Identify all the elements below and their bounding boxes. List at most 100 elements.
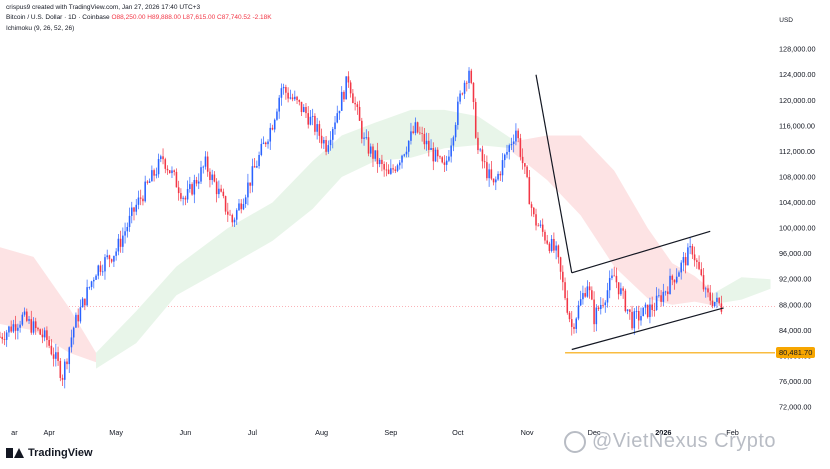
candle-body bbox=[378, 159, 381, 165]
candle bbox=[602, 298, 604, 309]
candle-body bbox=[34, 321, 37, 329]
candle-body bbox=[700, 269, 703, 276]
candle-body bbox=[1, 336, 4, 340]
candle bbox=[262, 136, 265, 145]
candle bbox=[8, 325, 10, 337]
candle bbox=[555, 241, 557, 260]
candle-body bbox=[231, 215, 234, 223]
candle bbox=[432, 142, 435, 171]
candle bbox=[12, 319, 15, 334]
candle-body bbox=[256, 166, 258, 168]
candle bbox=[559, 256, 562, 280]
candle-body bbox=[220, 188, 222, 192]
candle bbox=[644, 302, 647, 315]
tradingview-logo[interactable]: TradingView bbox=[6, 447, 93, 459]
symbol-legend[interactable]: Bitcoin / U.S. Dollar · 1D · Coinbase O8… bbox=[6, 14, 272, 21]
candle bbox=[177, 180, 180, 201]
candle bbox=[588, 282, 591, 299]
candle-body bbox=[311, 115, 314, 117]
candle-body bbox=[124, 231, 126, 236]
candle bbox=[206, 151, 209, 177]
candle-body bbox=[486, 162, 488, 179]
candle-body bbox=[331, 129, 334, 140]
x-tick-label: Jun bbox=[179, 428, 191, 437]
candle-body bbox=[713, 301, 716, 307]
candle bbox=[285, 84, 287, 100]
candle bbox=[17, 323, 19, 340]
candle-body bbox=[93, 279, 95, 282]
candle bbox=[477, 132, 479, 154]
candle-body bbox=[151, 170, 153, 182]
candle-body bbox=[144, 181, 146, 202]
candle bbox=[155, 167, 158, 179]
candle bbox=[52, 347, 55, 367]
candle-body bbox=[347, 76, 350, 83]
candle-body bbox=[575, 318, 578, 329]
candle bbox=[162, 148, 164, 165]
candle-body bbox=[570, 319, 573, 327]
candle bbox=[296, 95, 298, 105]
candle-body bbox=[135, 204, 138, 212]
candle bbox=[593, 291, 595, 332]
candle bbox=[106, 249, 108, 260]
candle bbox=[93, 277, 95, 289]
candle-body bbox=[376, 150, 379, 165]
candle bbox=[331, 126, 334, 149]
candle bbox=[718, 297, 720, 306]
candle-body bbox=[5, 332, 8, 340]
candle bbox=[667, 286, 669, 302]
candle-body bbox=[278, 97, 280, 112]
candle-body bbox=[153, 170, 155, 176]
currency-label[interactable]: USD bbox=[779, 17, 793, 24]
candle bbox=[211, 169, 213, 185]
x-tick-label: Oct bbox=[452, 428, 463, 437]
candle-body bbox=[392, 168, 394, 170]
candle-body bbox=[77, 314, 79, 322]
candle bbox=[669, 268, 671, 295]
candle-body bbox=[394, 169, 397, 171]
candle-body bbox=[258, 154, 260, 167]
candle-body bbox=[19, 324, 21, 328]
candle bbox=[488, 163, 490, 187]
candle-body bbox=[660, 295, 662, 302]
indicator-legend[interactable]: Ichimoku (9, 26, 52, 26) bbox=[6, 25, 75, 32]
candle-body bbox=[115, 251, 117, 256]
candle bbox=[662, 283, 665, 307]
candle-body bbox=[524, 163, 526, 167]
candle-body bbox=[68, 347, 71, 365]
candle-body bbox=[423, 133, 426, 145]
candle-body bbox=[441, 157, 444, 163]
creator-line: crispus9 created with TradingView.com, J… bbox=[6, 4, 201, 11]
candle-body bbox=[57, 352, 59, 361]
candle bbox=[50, 339, 53, 356]
candle-body bbox=[689, 246, 691, 248]
candle-body bbox=[519, 138, 522, 157]
candle-body bbox=[568, 312, 571, 320]
candle-body bbox=[164, 159, 167, 169]
candle-body bbox=[195, 180, 198, 184]
candle bbox=[10, 320, 12, 333]
candle-body bbox=[602, 304, 604, 306]
candle-body bbox=[285, 86, 287, 93]
candle-body bbox=[559, 257, 562, 272]
candle bbox=[115, 248, 117, 261]
candle bbox=[689, 237, 691, 255]
support-price-tag[interactable]: 80,481.70 bbox=[776, 346, 816, 358]
candle bbox=[5, 329, 8, 347]
candle-body bbox=[658, 295, 660, 297]
candle bbox=[369, 143, 372, 158]
candle bbox=[314, 113, 316, 136]
candle bbox=[606, 282, 609, 308]
candle-body bbox=[202, 166, 205, 168]
candle bbox=[416, 121, 419, 134]
candle bbox=[166, 165, 169, 175]
candle bbox=[264, 141, 267, 148]
candle bbox=[343, 90, 345, 102]
candle bbox=[108, 254, 111, 268]
candle-body bbox=[508, 145, 511, 152]
candle-body bbox=[604, 302, 607, 306]
candle-body bbox=[340, 91, 343, 111]
candle-body bbox=[211, 174, 213, 181]
candle bbox=[222, 188, 225, 199]
